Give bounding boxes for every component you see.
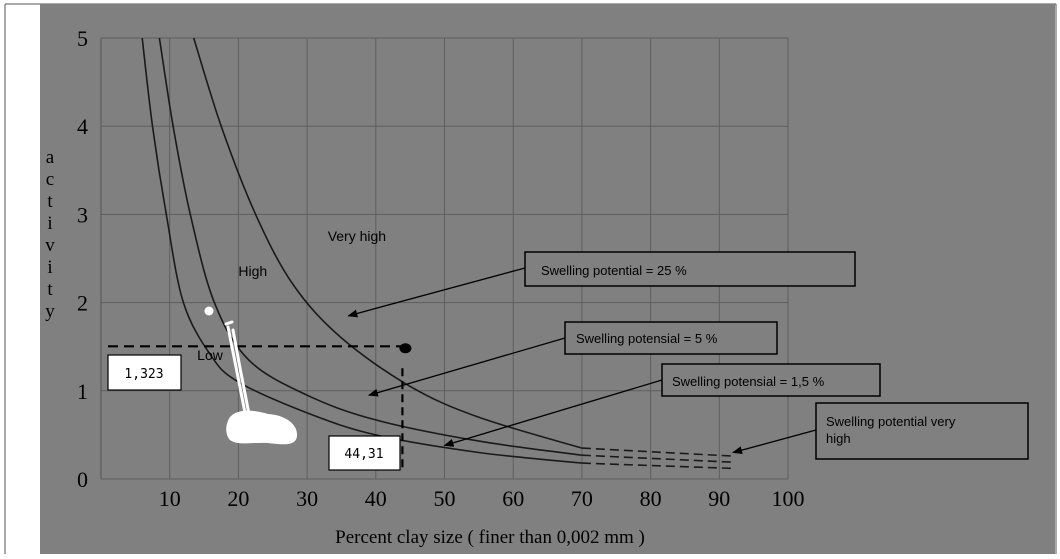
y-axis-letter-3: i — [47, 213, 52, 234]
y-axis-letter-4: v — [45, 235, 55, 256]
white-dot — [204, 306, 214, 316]
callout-box-25 — [524, 251, 856, 287]
x-tick-label-10: 10 — [159, 486, 181, 511]
y-value-box — [107, 354, 182, 391]
y-tick-label-2: 2 — [77, 291, 88, 316]
x-tick-label-20: 20 — [227, 486, 249, 511]
callout-box-very-high — [815, 402, 1029, 460]
callout-box-5 — [564, 321, 778, 355]
callout-arrow-0 — [347, 267, 526, 318]
y-axis-letter-2: t — [47, 191, 53, 212]
y-axis-letter-7: y — [45, 301, 55, 322]
region-label-0: Very high — [328, 228, 386, 244]
series-line-1 — [158, 37, 583, 456]
marked-point-overlay: 1,323 44,31 — [107, 306, 412, 471]
x-tick-label-50: 50 — [434, 486, 456, 511]
region-label-1: High — [238, 263, 267, 279]
x-tick-label-60: 60 — [502, 486, 524, 511]
grid: 10 20 30 40 50 60 70 80 90 100 0 1 2 3 4 5 Percent clay … — [45, 26, 804, 548]
annotations: Swelling potential = 25 % Swelling poten… — [347, 251, 1029, 460]
x-value-box — [328, 435, 401, 471]
series-line-2 — [141, 37, 582, 464]
callout-text-25: Swelling potential = 25 % — [541, 263, 687, 278]
y-tick-label-3: 3 — [77, 202, 88, 227]
y-axis-letter-5: i — [47, 257, 52, 278]
series-dashed-0 — [581, 447, 734, 457]
white-scribble-blob — [226, 410, 298, 445]
x-tick-label-90: 90 — [708, 486, 730, 511]
x-tick-label-30: 30 — [296, 486, 318, 511]
y-tick-label-5: 5 — [77, 26, 88, 51]
callout-text-very-high: Swelling potential very high — [826, 414, 959, 446]
x-tick-label-40: 40 — [365, 486, 387, 511]
series-line-0 — [192, 37, 583, 449]
series-dashed-1 — [581, 454, 734, 463]
callout-text-5: Swelling potensial = 5 % — [576, 331, 718, 346]
callout-arrow-2 — [443, 379, 663, 447]
series-dashed-2 — [581, 462, 734, 470]
y-axis-letter-1: c — [46, 169, 54, 190]
callout-text-1-5: Swelling potensial = 1,5 % — [672, 374, 825, 389]
x-tick-label-100: 100 — [772, 486, 805, 511]
x-tick-label-80: 80 — [640, 486, 662, 511]
y-tick-label-4: 4 — [77, 114, 88, 139]
x-axis-label: Percent clay size ( finer than 0,002 mm … — [335, 527, 645, 548]
region-label-2: Low — [197, 347, 224, 363]
x-tick-label-70: 70 — [571, 486, 593, 511]
x-value-label: 44,31 — [344, 447, 383, 462]
y-axis-letter-6: t — [47, 279, 53, 300]
white-scribble-stroke — [224, 320, 251, 420]
y-value-label: 1,323 — [124, 367, 163, 382]
callout-arrow-3 — [732, 429, 817, 455]
marked-point-dot — [399, 343, 412, 354]
y-tick-label-1: 1 — [77, 379, 88, 404]
y-tick-label-0: 0 — [77, 467, 88, 492]
callout-box-1-5 — [661, 363, 881, 397]
y-axis-letter-0: a — [46, 147, 55, 168]
